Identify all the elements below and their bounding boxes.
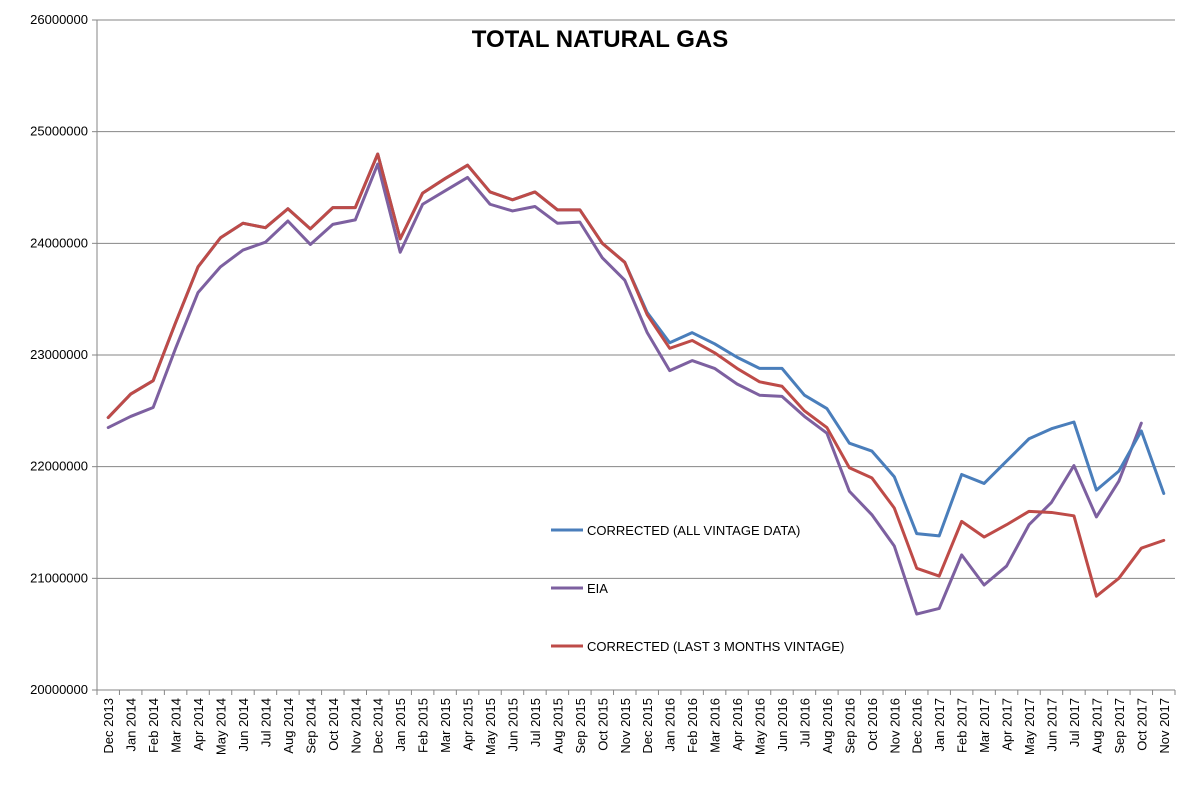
x-tick-label: Dec 2013 <box>101 698 116 754</box>
x-tick-label: Sep 2016 <box>842 698 857 754</box>
x-tick-label: Aug 2014 <box>281 698 296 754</box>
x-tick-label: Mar 2016 <box>708 698 723 753</box>
x-tick-label: Aug 2017 <box>1089 698 1104 754</box>
x-tick-label: Jul 2014 <box>258 698 273 747</box>
x-tick-label: Aug 2016 <box>820 698 835 754</box>
x-tick-label: Oct 2016 <box>865 698 880 751</box>
x-tick-label: Apr 2014 <box>191 698 206 751</box>
x-tick-label: May 2017 <box>1022 698 1037 755</box>
x-tick-label: Dec 2016 <box>910 698 925 754</box>
legend-label: CORRECTED (ALL VINTAGE DATA) <box>587 523 800 538</box>
series-line-2 <box>106 162 1143 616</box>
x-tick-label: Jul 2015 <box>528 698 543 747</box>
x-tick-label: Apr 2017 <box>1000 698 1015 751</box>
x-tick-label: Oct 2014 <box>326 698 341 751</box>
x-tick-label: Apr 2015 <box>461 698 476 751</box>
y-tick-label: 20000000 <box>30 682 88 697</box>
series-line-3 <box>106 152 1166 598</box>
x-tick-label: Feb 2016 <box>685 698 700 753</box>
legend: CORRECTED (ALL VINTAGE DATA) EIA CORRECTED… <box>551 523 844 654</box>
legend-label: EIA <box>587 581 608 596</box>
x-tick-label: Feb 2017 <box>955 698 970 753</box>
x-tick-label: Jan 2016 <box>663 698 678 752</box>
x-tick-label: Jul 2017 <box>1067 698 1082 747</box>
x-tick-label: Sep 2017 <box>1112 698 1127 754</box>
x-tick-label: Mar 2017 <box>977 698 992 753</box>
series-line-1 <box>106 152 1166 538</box>
y-tick-label: 21000000 <box>30 570 88 585</box>
x-tick-label: Jun 2015 <box>505 698 520 752</box>
x-tick-label: Feb 2015 <box>416 698 431 753</box>
x-tick-label: Feb 2014 <box>146 698 161 753</box>
x-tick-label: Jun 2016 <box>775 698 790 752</box>
x-tick-label: Dec 2014 <box>371 698 386 754</box>
x-tick-label: Aug 2015 <box>550 698 565 754</box>
series-layer <box>106 152 1166 616</box>
y-tick-label: 23000000 <box>30 347 88 362</box>
x-tick-label: Sep 2015 <box>573 698 588 754</box>
chart-title: TOTAL NATURAL GAS <box>472 26 728 53</box>
x-tick-label: May 2015 <box>483 698 498 755</box>
y-tick-label: 26000000 <box>30 12 88 27</box>
x-tick-label: May 2016 <box>753 698 768 755</box>
x-tick-label: Dec 2015 <box>640 698 655 754</box>
x-tick-label: Nov 2014 <box>348 698 363 754</box>
x-tick-label: Nov 2017 <box>1157 698 1172 754</box>
x-tick-label: Nov 2015 <box>618 698 633 754</box>
x-tick-label: Jun 2014 <box>236 698 251 752</box>
x-tick-label: Sep 2014 <box>303 698 318 754</box>
x-tick-label: Jan 2015 <box>393 698 408 752</box>
y-tick-label: 22000000 <box>30 459 88 474</box>
x-tick-label: Oct 2017 <box>1134 698 1149 751</box>
x-tick-label: Nov 2016 <box>887 698 902 754</box>
x-tick-label: Jan 2014 <box>124 698 139 752</box>
x-tick-label: Apr 2016 <box>730 698 745 751</box>
x-tick-label: Jul 2016 <box>797 698 812 747</box>
grid-layer <box>97 19 1175 579</box>
y-tick-label: 24000000 <box>30 235 88 250</box>
x-tick-label: May 2014 <box>214 698 229 755</box>
legend-label: CORRECTED (LAST 3 MONTHS VINTAGE) <box>587 639 844 654</box>
x-tick-label: Mar 2014 <box>169 698 184 753</box>
x-tick-label: Mar 2015 <box>438 698 453 753</box>
x-tick-label: Oct 2015 <box>595 698 610 751</box>
y-tick-label: 25000000 <box>30 124 88 139</box>
x-tick-label: Jun 2017 <box>1044 698 1059 752</box>
x-tick-label: Jan 2017 <box>932 698 947 752</box>
axis-layer: 20000000 21000000 22000000 23000000 24000000… <box>30 12 1176 755</box>
